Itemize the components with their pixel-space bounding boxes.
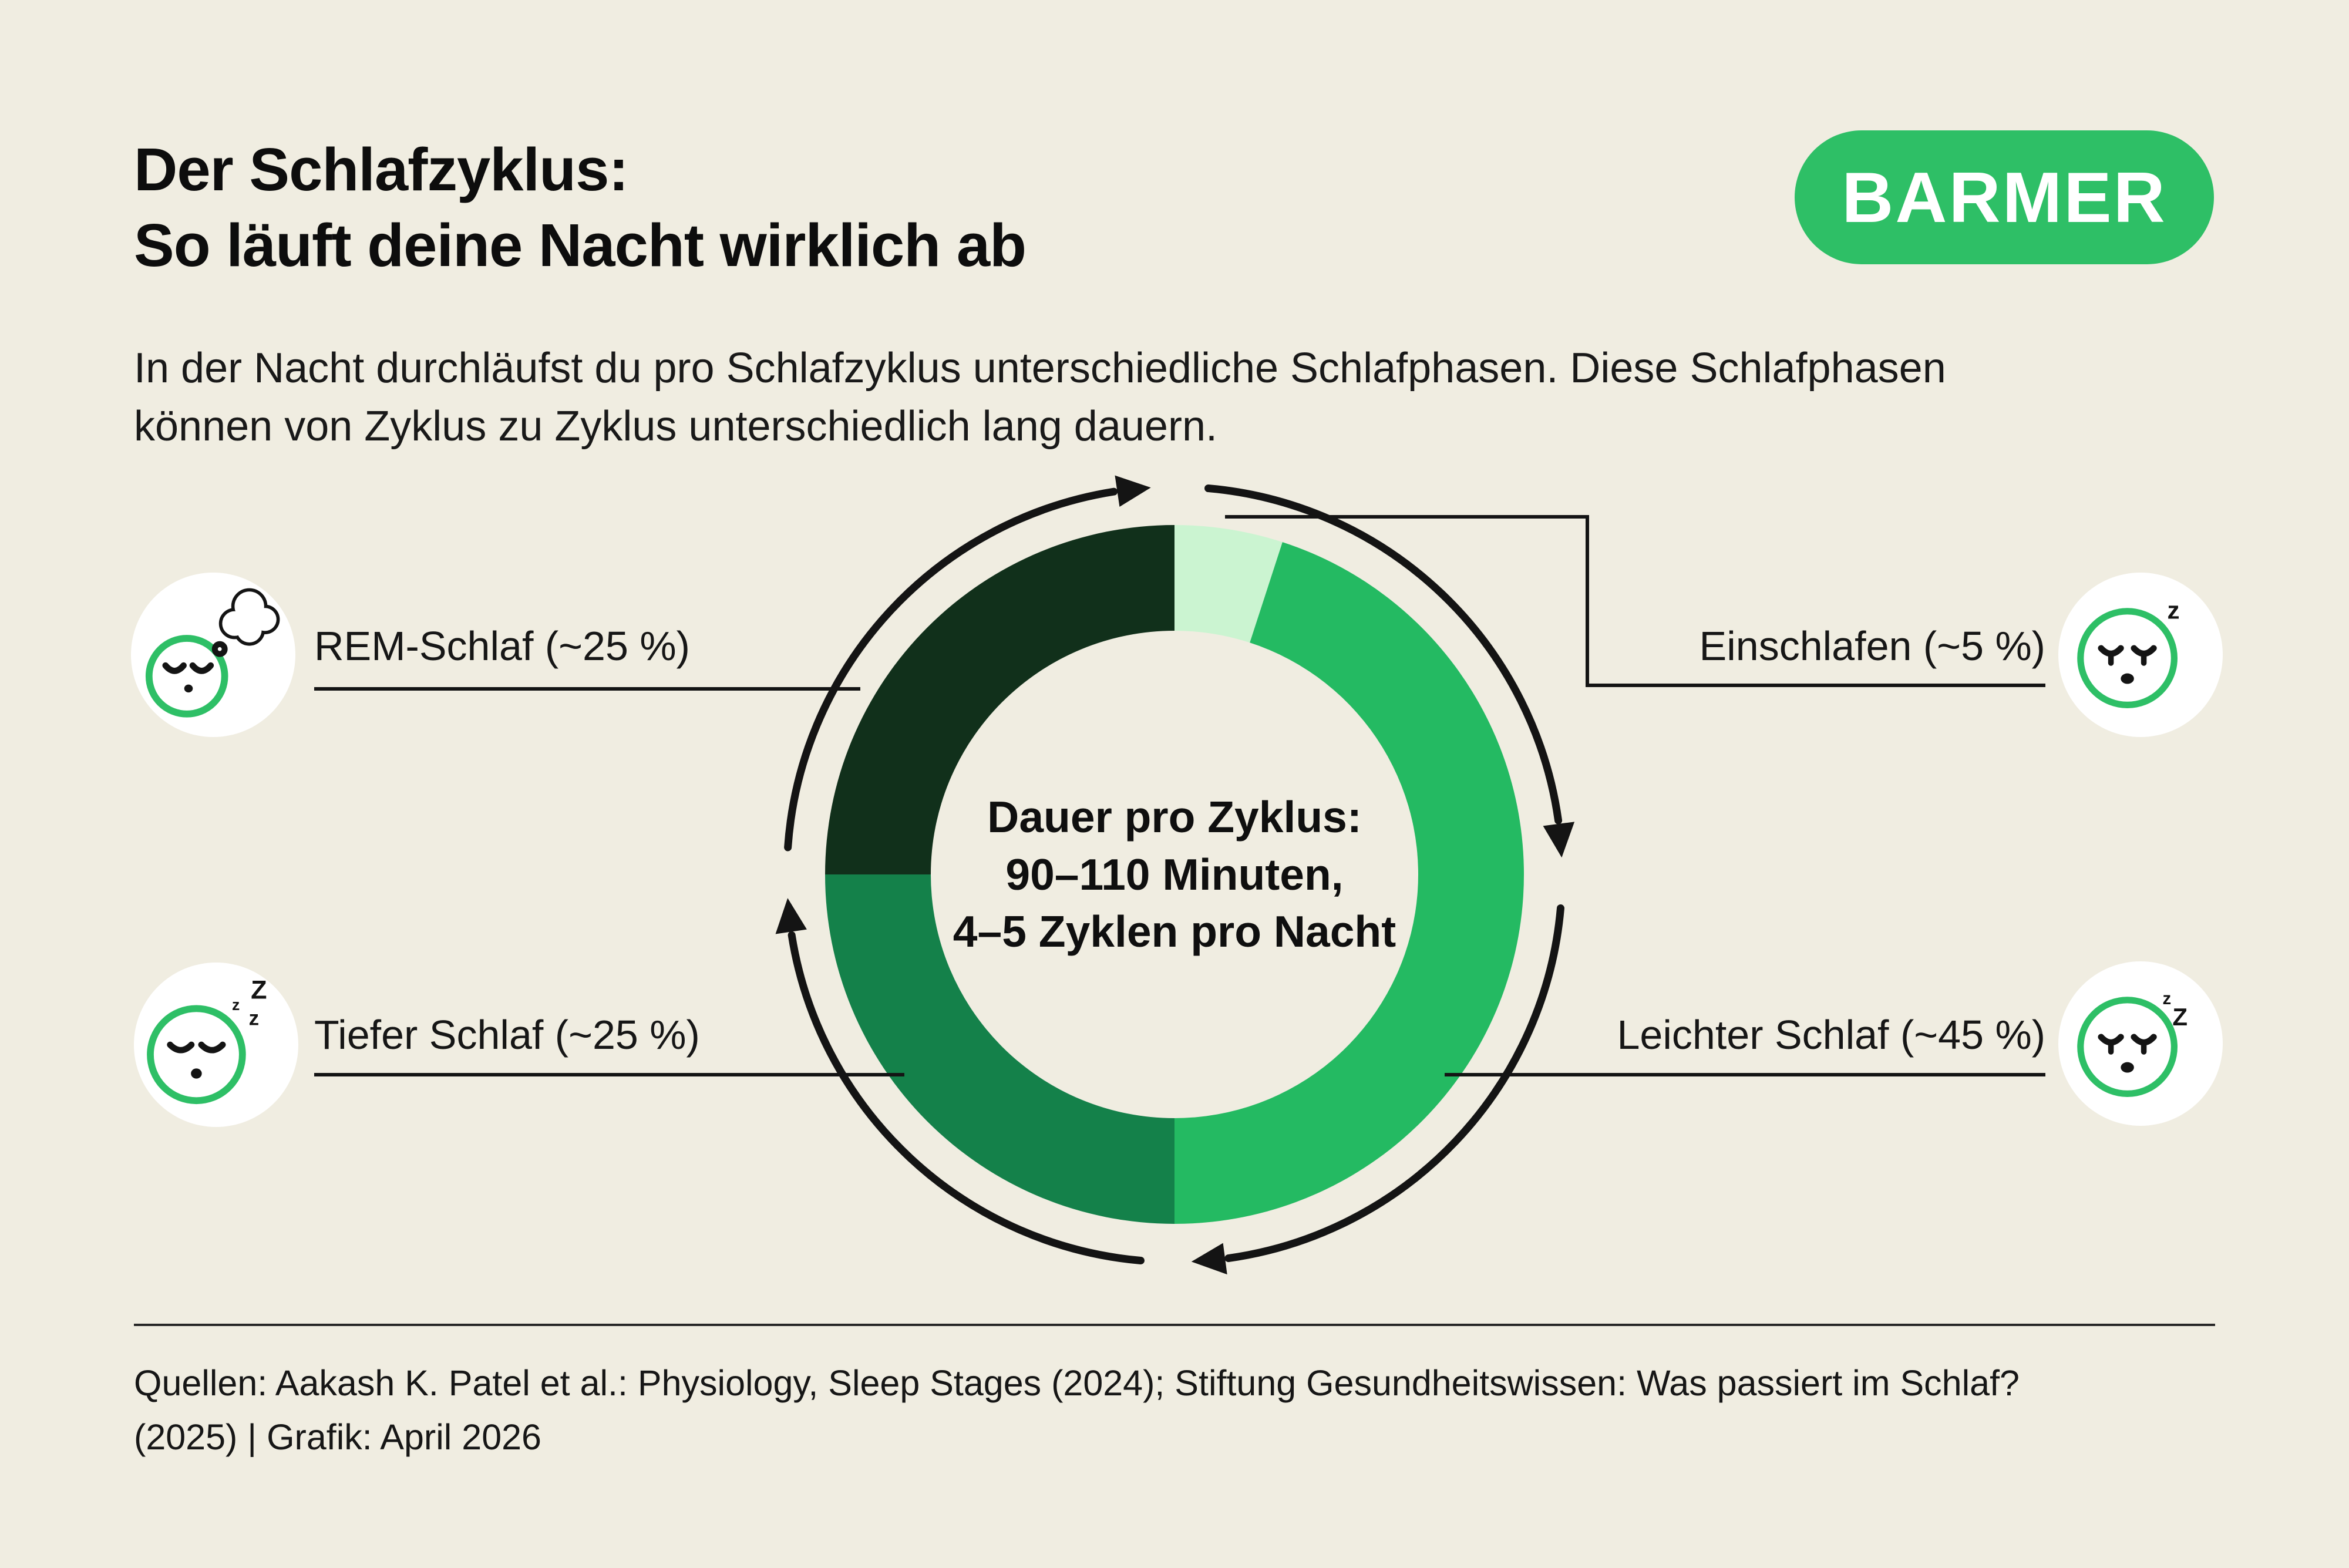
donut-segment-einschlafen — [1174, 525, 1283, 643]
phase-label-leichter-schlaf: Leichter Schlaf (~45 %) — [1617, 1012, 2045, 1058]
page-title: Der Schlafzyklus: So läuft deine Nacht wi… — [134, 132, 1027, 284]
sleeping-face-ring — [2077, 608, 2178, 708]
intro-line1: In der Nacht durchläufst du pro Schlafzy… — [134, 345, 1946, 392]
sleeping-face-ring — [145, 635, 228, 718]
cycle-arrow-head — [1543, 822, 1575, 858]
z-glyph: z — [232, 996, 240, 1014]
sleeping-mouth — [184, 684, 193, 693]
cycle-arrow-head — [1115, 475, 1151, 507]
closed-eye — [167, 1041, 195, 1054]
cycle-arrow-arc — [1204, 484, 1563, 825]
thought-bubble-dot — [211, 641, 228, 657]
icon-background-circle — [134, 963, 298, 1127]
thought-cloud-fill — [237, 618, 262, 642]
donut-segment-tiefer — [825, 874, 1174, 1224]
center-label-line1: Dauer pro Zyklus: — [987, 792, 1362, 842]
z-glyph: z — [2168, 596, 2180, 624]
cycle-arrow-arc — [1224, 904, 1564, 1263]
closed-eye — [189, 662, 214, 674]
z-glyph: z — [2162, 989, 2171, 1008]
sleeping-face-ring — [147, 1005, 246, 1105]
cycle-arrow-arc — [784, 487, 1118, 852]
phase-label-einschlafen: Einschlafen (~5 %) — [1699, 623, 2045, 669]
intro-line2: können von Zyklus zu Zyklus unterschiedl… — [134, 403, 1217, 450]
cycle-arrow-arc — [788, 931, 1145, 1264]
phase-label-rem-schlaf: REM-Schlaf (~25 %) — [314, 623, 690, 669]
donut-segment-rem — [825, 525, 1174, 874]
barmer-logo-text: BARMER — [1842, 157, 2167, 237]
closed-eye — [198, 1041, 226, 1054]
sleeping-mouth — [2121, 1062, 2134, 1073]
connector-line-einschlafen — [1225, 515, 2045, 687]
sleeping-mouth — [2121, 673, 2134, 684]
z-glyph: z — [249, 1007, 260, 1029]
page-title-line1: Der Schlafzyklus: — [134, 136, 629, 203]
z-glyph: Z — [251, 975, 267, 1005]
rem-sleep-dreaming-face-icon — [131, 573, 295, 737]
deep-sleep-zzz-face-icon: zZz — [134, 963, 298, 1127]
closed-eye — [162, 662, 187, 674]
barmer-logo: BARMER — [1795, 130, 2214, 264]
phase-label-tiefer-schlaf: Tiefer Schlaf (~25 %) — [314, 1012, 700, 1058]
center-label-line3: 4–5 Zyklen pro Nacht — [953, 906, 1396, 956]
falling-asleep-z-face-icon: z — [2058, 573, 2223, 737]
sleeping-mouth — [191, 1068, 202, 1079]
sources-line2: (2025) | Grafik: April 2026 — [134, 1416, 541, 1457]
sources-text: Quellen: Aakash K. Patel et al.: Physiol… — [134, 1357, 2260, 1464]
page-title-line2: So läuft deine Nacht wirklich ab — [134, 211, 1027, 279]
light-sleep-zz-face-icon: zZ — [2058, 961, 2223, 1126]
cycle-arrow-head — [775, 898, 807, 934]
sources-line1: Quellen: Aakash K. Patel et al.: Physiol… — [134, 1363, 2020, 1403]
footer-divider — [134, 1324, 2215, 1326]
sleeping-face-ring — [2077, 997, 2178, 1097]
cycle-arrow-head — [1191, 1243, 1227, 1275]
donut-center-label: Dauer pro Zyklus: 90–110 Minuten, 4–5 Zy… — [893, 789, 1456, 961]
intro-text: In der Nacht durchläufst du pro Schlafzy… — [134, 339, 2260, 456]
donut-segment-leichter — [1174, 542, 1524, 1224]
center-label-line2: 90–110 Minuten, — [1005, 849, 1344, 899]
z-glyph: Z — [2172, 1003, 2188, 1031]
